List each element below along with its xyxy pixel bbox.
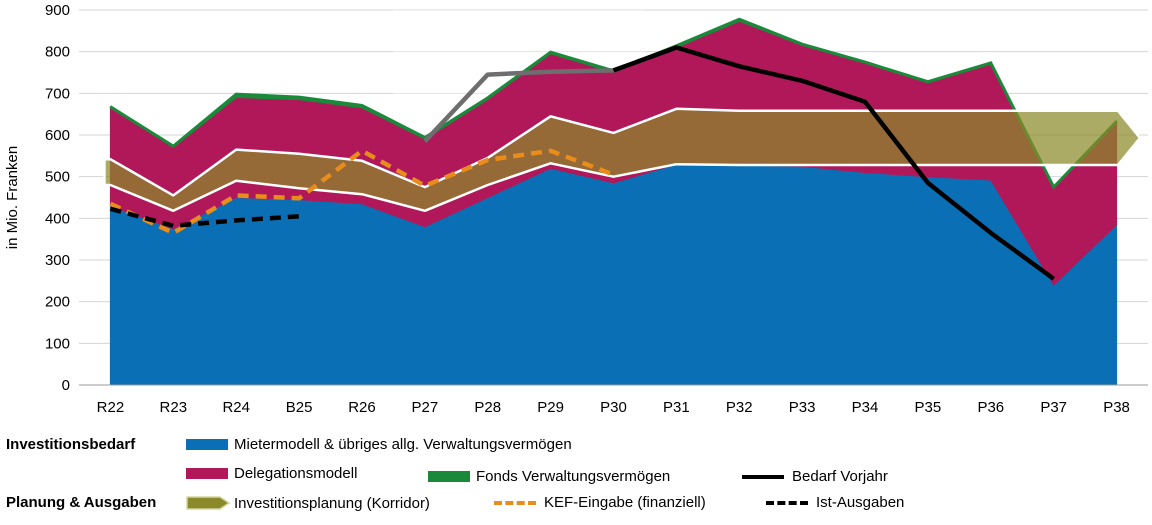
x-tick-R23: R23 <box>160 399 188 416</box>
y-tick-500: 500 <box>45 169 70 186</box>
y-tick-700: 700 <box>45 85 70 102</box>
legend-item-delegation: Delegationsmodell <box>186 465 357 482</box>
line-vorjahr-past <box>423 68 614 143</box>
line-kef <box>109 148 615 236</box>
y-tick-800: 800 <box>45 44 70 61</box>
y-tick-100: 100 <box>45 335 70 352</box>
y-tick-200: 200 <box>45 294 70 311</box>
y-tick-400: 400 <box>45 210 70 227</box>
x-tick-B25: B25 <box>286 399 313 416</box>
y-tick-300: 300 <box>45 252 70 269</box>
legend-swatch-kef <box>494 500 536 505</box>
x-tick-P37: P37 <box>1040 399 1067 416</box>
legend-label-kef: KEF-Eingabe (finanziell) <box>544 494 706 511</box>
legend-swatch-korridor <box>186 496 230 510</box>
legend-label-fonds: Fonds Verwaltungsvermögen <box>476 468 671 485</box>
line-series <box>103 45 1142 281</box>
line-vorjahr <box>612 45 1056 281</box>
x-tick-R24: R24 <box>222 399 250 416</box>
legend-label-mieter: Mietermodell & übriges allg. Verwaltungs… <box>234 436 572 453</box>
x-tick-P38: P38 <box>1103 399 1130 416</box>
legend-swatch-ist <box>766 500 808 505</box>
y-tick-0: 0 <box>62 377 70 394</box>
legend: Investitionsbedarf Planung & Ausgaben Mi… <box>0 428 1152 525</box>
legend-label-korridor: Investitionsplanung (Korridor) <box>234 494 430 512</box>
x-tick-P33: P33 <box>789 399 816 416</box>
line-ist <box>109 206 300 229</box>
legend-label-delegation: Delegationsmodell <box>234 465 358 482</box>
legend-swatch-delegation <box>186 468 228 479</box>
x-tick-P36: P36 <box>977 399 1004 416</box>
legend-swatch-fonds <box>428 471 470 482</box>
y-tick-labels: 0 100 200 300 400 500 600 700 800 900 <box>45 2 70 394</box>
x-tick-labels: R22 R23 R24 B25 R26 P27 P28 P29 P30 P31 P32 P33 P34 P… <box>97 399 1130 416</box>
x-tick-P29: P29 <box>537 399 564 416</box>
legend-item-vorjahr: Bedarf Vorjahr <box>742 468 888 485</box>
x-tick-R26: R26 <box>348 399 376 416</box>
legend-swatch-vorjahr <box>742 474 784 479</box>
area-series <box>109 17 1118 386</box>
legend-item-kef: KEF-Eingabe (finanziell) <box>494 494 706 511</box>
x-tick-P34: P34 <box>852 399 879 416</box>
legend-group-planning: Planung & Ausgaben <box>6 494 157 511</box>
x-tick-P31: P31 <box>663 399 690 416</box>
x-tick-P27: P27 <box>412 399 439 416</box>
y-axis-label: in Mio. Franken <box>4 146 21 249</box>
investment-chart: 0 100 200 300 400 500 600 700 800 900 R22 R23 R24 B2… <box>4 2 1148 416</box>
y-tick-600: 600 <box>45 127 70 144</box>
legend-item-mieter: Mietermodell & übriges allg. Verwaltungs… <box>186 436 572 453</box>
legend-swatch-mieter <box>186 439 228 450</box>
x-tick-P35: P35 <box>915 399 942 416</box>
band-korridor <box>103 107 1142 213</box>
x-tick-P28: P28 <box>474 399 501 416</box>
x-tick-P32: P32 <box>726 399 753 416</box>
y-tick-900: 900 <box>45 2 70 19</box>
x-tick-R22: R22 <box>97 399 125 416</box>
legend-label-ist: Ist-Ausgaben <box>816 494 905 511</box>
legend-item-korridor: Investitionsplanung (Korridor) <box>186 494 430 512</box>
legend-item-fonds: Fonds Verwaltungsvermögen <box>428 468 670 485</box>
legend-label-vorjahr: Bedarf Vorjahr <box>792 468 888 485</box>
legend-item-ist: Ist-Ausgaben <box>766 494 904 511</box>
legend-group-demand: Investitionsbedarf <box>6 436 136 453</box>
x-tick-P30: P30 <box>600 399 627 416</box>
